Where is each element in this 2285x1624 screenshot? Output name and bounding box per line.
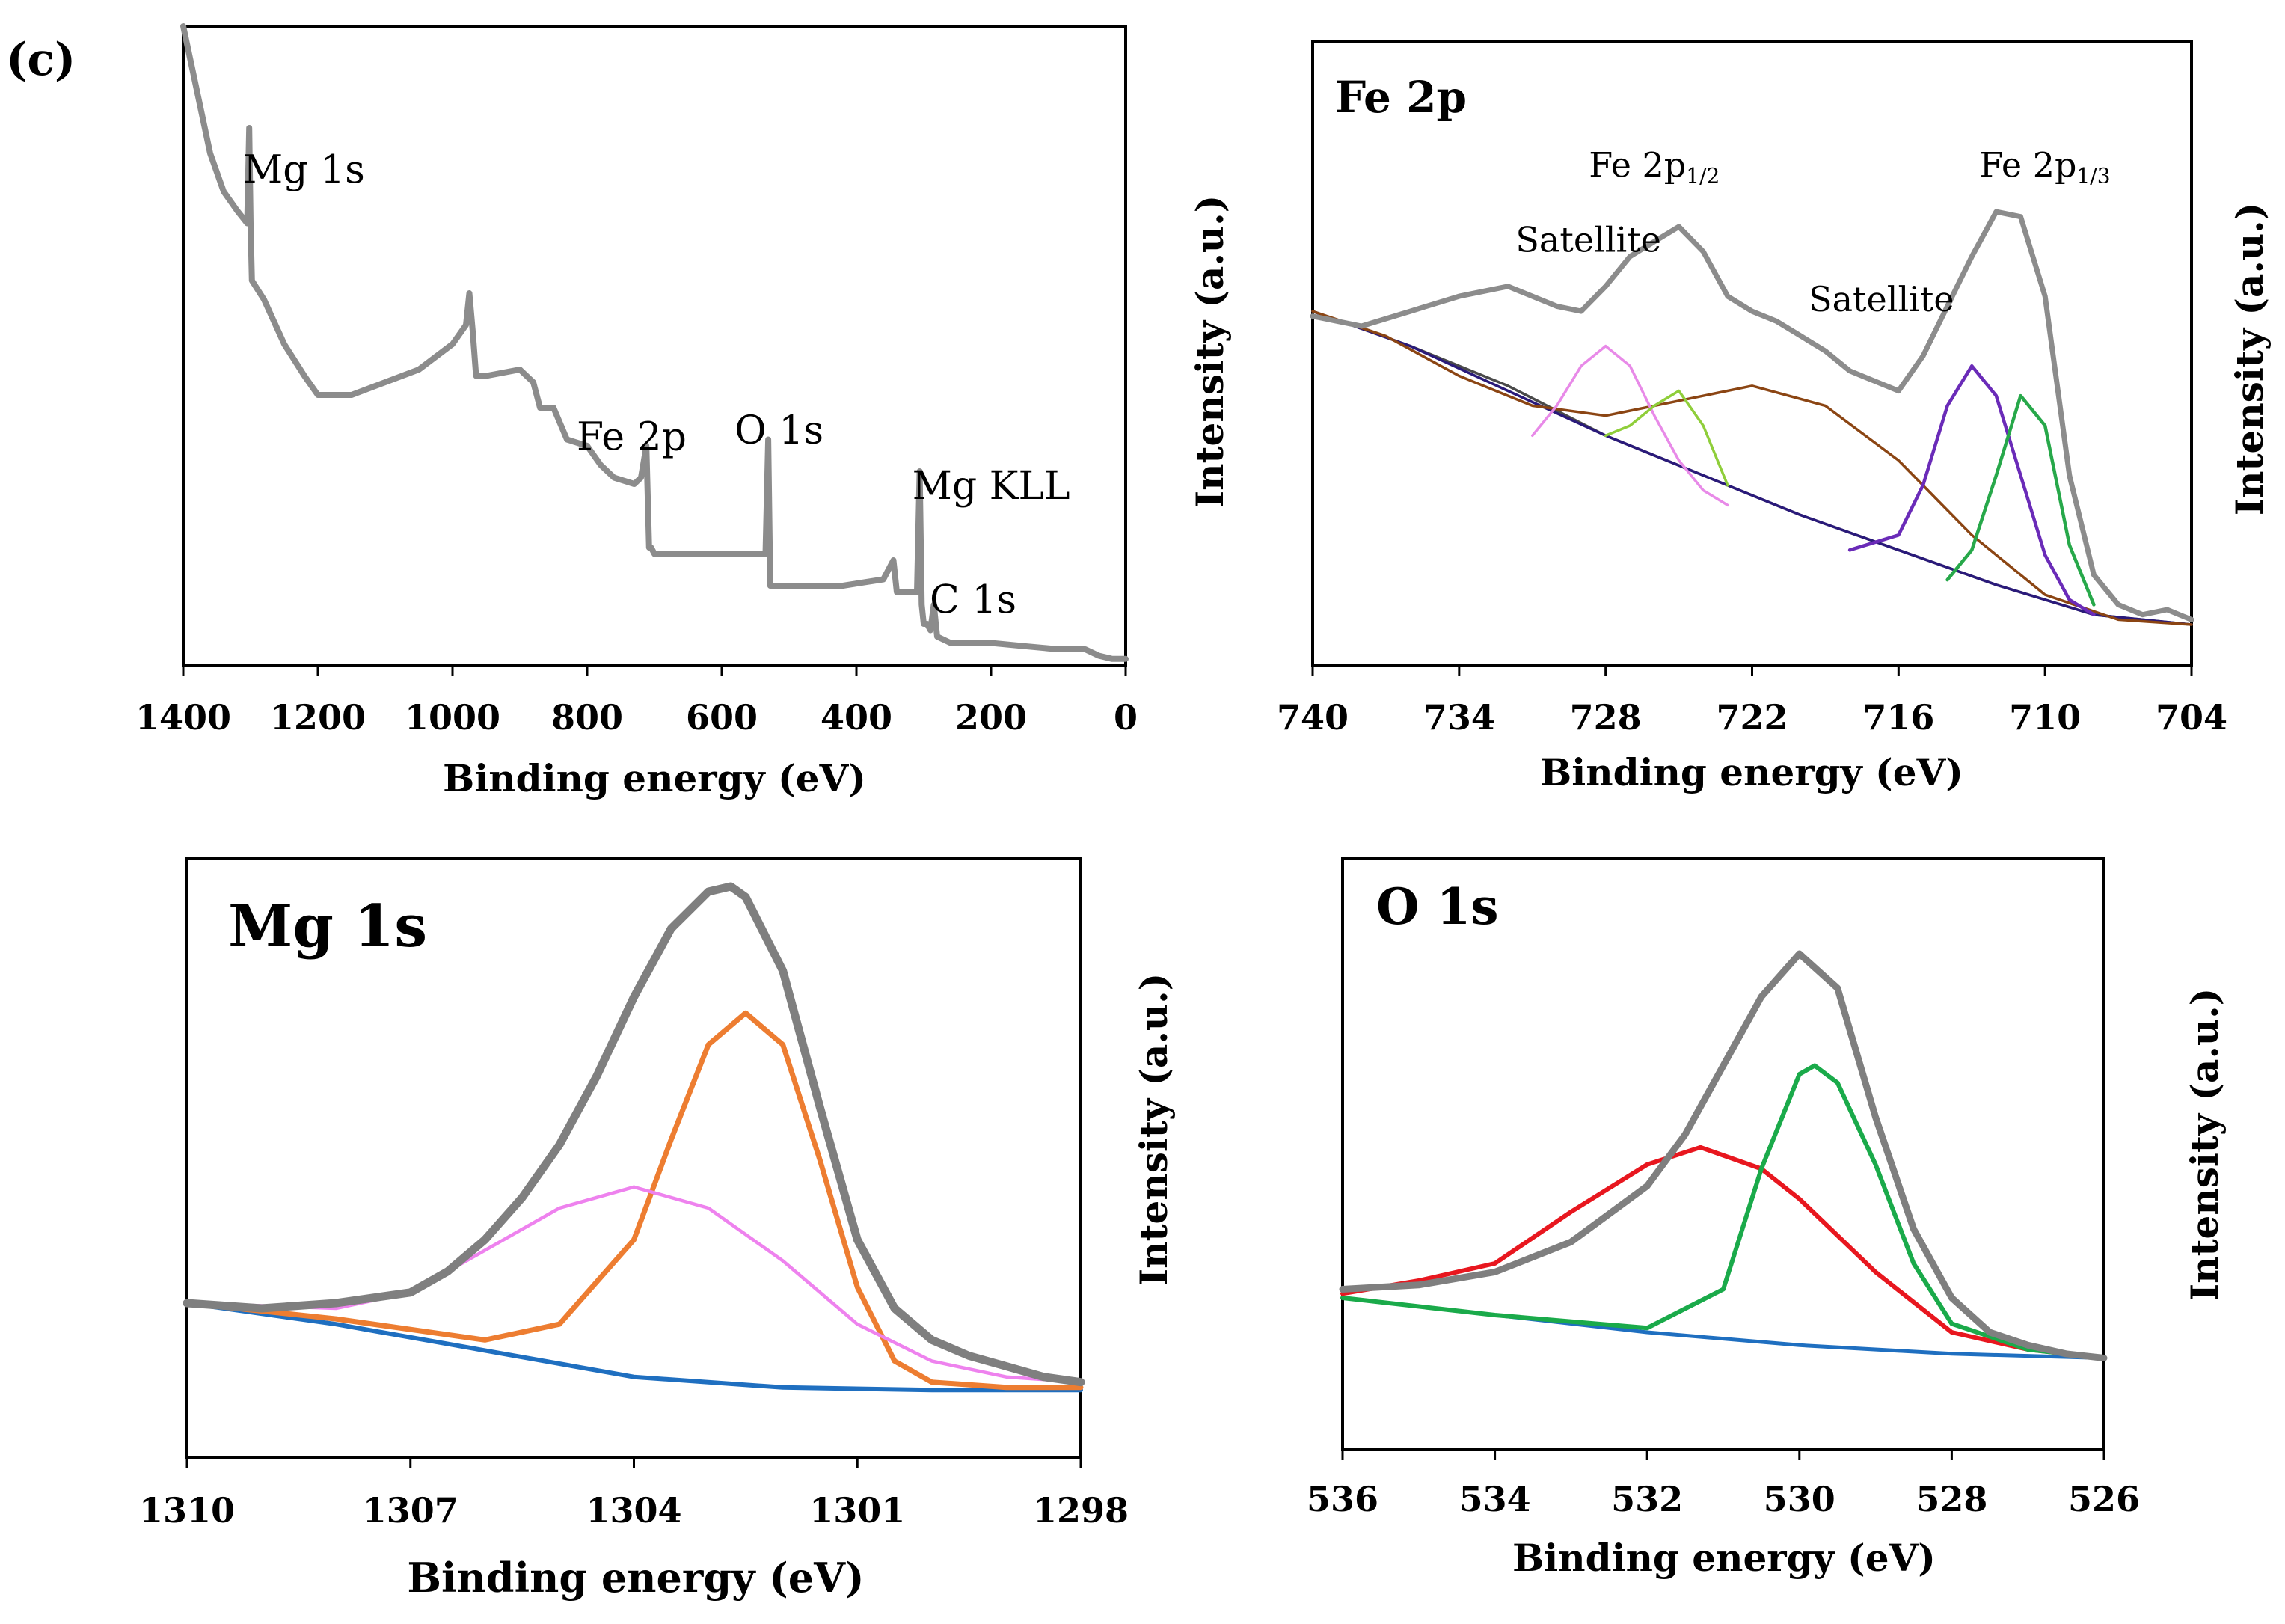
survey-annotation: Mg KLL bbox=[913, 464, 1070, 509]
fe2p-annotation: Satellite bbox=[1809, 279, 1954, 319]
fe2p-x-tick-label: 740 bbox=[1277, 697, 1349, 738]
survey-peak-labels: Mg 1s Fe 2p O 1s Mg KLL C 1s bbox=[243, 148, 1070, 623]
mg1s-panel-title: Mg 1s bbox=[228, 892, 427, 960]
fe2p-panel-title: Fe 2p bbox=[1335, 72, 1467, 123]
mg1s-series-background bbox=[185, 1301, 1083, 1393]
survey-annotation: O 1s bbox=[734, 408, 823, 453]
o1s-x-ticks: 536 534 532 530 528 526 bbox=[1307, 1450, 2140, 1519]
mg1s-x-tick-label: 1304 bbox=[586, 1490, 681, 1530]
survey-x-tick-label: 800 bbox=[551, 697, 623, 738]
fe2p-y-axis-label-right: Intensity (a.u.) bbox=[2227, 203, 2272, 516]
survey-plot-frame bbox=[182, 25, 1127, 667]
fe2p-x-tick-label: 722 bbox=[1716, 697, 1788, 738]
fe2p-series-fe-2p3-2-main bbox=[1847, 364, 2096, 616]
mg1s-spectrum bbox=[183, 882, 1085, 1393]
fe2p-plot-frame bbox=[1311, 40, 2193, 667]
o1s-x-tick-label: 528 bbox=[1916, 1479, 1987, 1519]
survey-x-tick-label: 1000 bbox=[405, 697, 500, 738]
survey-spectrum bbox=[180, 23, 1129, 662]
mg1s-x-tick-label: 1310 bbox=[139, 1490, 235, 1530]
fe2p-x-tick-label: 728 bbox=[1570, 697, 1642, 738]
fe2p-series-satellite-high-be bbox=[1311, 310, 2193, 626]
survey-x-ticks: 1400 1200 1000 800 600 400 200 0 bbox=[135, 666, 1138, 738]
mg1s-x-tick-label: 1307 bbox=[363, 1490, 458, 1530]
fe2p-spectrum bbox=[1310, 209, 2194, 626]
fe2p-y-axis-label-left: Intensity (a.u.) bbox=[1188, 195, 1232, 509]
o1s-x-axis-label: Binding energy (eV) bbox=[1512, 1536, 1936, 1580]
survey-annotation: C 1s bbox=[930, 578, 1016, 623]
fe2p-series-satellite-envelope bbox=[1311, 310, 2193, 626]
fe2p-x-tick-label: 716 bbox=[1862, 697, 1934, 738]
o1s-x-tick-label: 534 bbox=[1459, 1479, 1531, 1519]
o1s-plot-frame bbox=[1341, 857, 2105, 1451]
survey-x-tick-label: 1400 bbox=[135, 697, 231, 738]
o1s-series-component-2-green bbox=[1340, 1063, 2106, 1361]
survey-series-survey bbox=[180, 23, 1129, 662]
fe2p-series-fe-2p1-2-shoulder bbox=[1604, 389, 1729, 487]
survey-x-axis-label: Binding energy (eV) bbox=[443, 756, 866, 800]
fe2p-series-fe-2p3-2-secondary bbox=[1945, 393, 2096, 607]
fe2p-annotation: Fe 2p1/3 bbox=[1980, 145, 2111, 189]
survey-x-tick-label: 0 bbox=[1114, 697, 1138, 738]
panel-mg1s: 1310 1307 1304 1301 1298 Mg 1s Binding energ… bbox=[139, 857, 1176, 1602]
figure-label: (c) bbox=[6, 34, 76, 86]
mg1s-y-axis-label: Intensity (a.u.) bbox=[1132, 973, 1176, 1287]
mg1s-series-component-2-pink bbox=[185, 1185, 1083, 1384]
mg1s-x-axis-label: Binding energy (eV) bbox=[407, 1554, 864, 1602]
survey-annotation: Mg 1s bbox=[243, 148, 365, 193]
o1s-x-tick-label: 536 bbox=[1307, 1479, 1378, 1519]
fe2p-series-fe-2p1-2 bbox=[1531, 344, 1729, 507]
panel-survey: Mg 1s Fe 2p O 1s Mg KLL C 1s 1400 1200 1000 800… bbox=[135, 23, 1138, 800]
fe2p-x-tick-label: 710 bbox=[2009, 697, 2081, 738]
survey-x-tick-label: 200 bbox=[955, 697, 1027, 738]
o1s-x-tick-label: 526 bbox=[2068, 1479, 2140, 1519]
fe2p-peak-labels: Satellite Satellite Fe 2p1/2 Fe 2p1/3 bbox=[1515, 145, 2110, 320]
survey-x-tick-label: 600 bbox=[686, 697, 758, 738]
fe2p-series-background bbox=[1311, 310, 2193, 626]
fe2p-series-experimental bbox=[1310, 209, 2194, 622]
o1s-panel-title: O 1s bbox=[1376, 877, 1499, 936]
survey-x-tick-label: 400 bbox=[821, 697, 892, 738]
panel-o1s: 536 534 532 530 528 526 O 1s Binding energy (… bbox=[1307, 857, 2227, 1580]
mg1s-x-ticks: 1310 1307 1304 1301 1298 bbox=[139, 1457, 1129, 1530]
mg1s-series-experimental bbox=[183, 882, 1085, 1387]
mg1s-x-tick-label: 1301 bbox=[809, 1490, 905, 1530]
mg1s-x-tick-label: 1298 bbox=[1033, 1490, 1129, 1530]
survey-x-tick-label: 1200 bbox=[270, 697, 366, 738]
fe2p-annotation: Satellite bbox=[1515, 219, 1660, 260]
o1s-series-component-1-red bbox=[1340, 1145, 2106, 1361]
mg1s-series-component-1-orange bbox=[184, 1010, 1084, 1391]
o1s-x-tick-label: 532 bbox=[1611, 1479, 1683, 1519]
o1s-y-axis-label: Intensity (a.u.) bbox=[2183, 988, 2227, 1302]
survey-annotation: Fe 2p bbox=[577, 415, 687, 460]
o1s-x-tick-label: 530 bbox=[1764, 1479, 1835, 1519]
fe2p-annotation: Fe 2p1/2 bbox=[1589, 145, 1720, 189]
fe2p-x-axis-label: Binding energy (eV) bbox=[1540, 750, 1963, 794]
o1s-spectrum bbox=[1339, 950, 2108, 1361]
fe2p-x-tick-label: 704 bbox=[2156, 697, 2227, 738]
o1s-series-experimental bbox=[1339, 950, 2108, 1361]
fe2p-x-ticks: 740 734 728 722 716 710 704 bbox=[1277, 666, 2227, 738]
fe2p-x-tick-label: 734 bbox=[1423, 697, 1495, 738]
panel-fe2p: Satellite Satellite Fe 2p1/2 Fe 2p1/3 740 73… bbox=[1188, 40, 2272, 794]
